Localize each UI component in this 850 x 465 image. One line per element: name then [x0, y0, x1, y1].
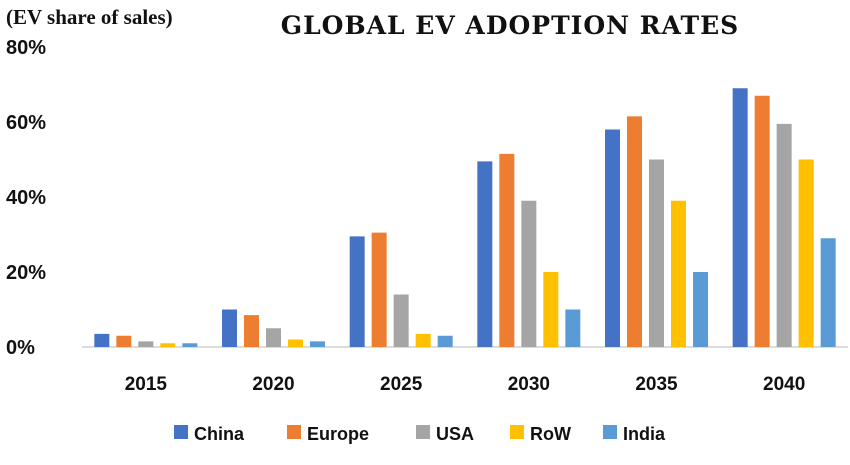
- y-tick-label: 0%: [6, 337, 35, 359]
- y-axis-ticks: 0% 20% 40% 60% 80%: [6, 37, 46, 359]
- legend-swatch-europe: [287, 425, 301, 439]
- bar-usa-2035[interactable]: [649, 159, 664, 348]
- legend-label-europe: Europe: [307, 424, 369, 444]
- bar-row-2030[interactable]: [543, 272, 559, 347]
- x-tick-label: 2020: [252, 374, 294, 395]
- bar-china-2015[interactable]: [94, 333, 110, 347]
- bar-row-2040[interactable]: [798, 159, 814, 348]
- bar-usa-2025[interactable]: [393, 294, 409, 348]
- bar-europe-2020[interactable]: [244, 315, 259, 347]
- bar-india-2040[interactable]: [820, 238, 836, 347]
- bar-europe-2035[interactable]: [627, 116, 642, 347]
- x-tick-label: 2025: [380, 374, 423, 395]
- chart-title: GLOBAL EV ADOPTION RATES: [281, 11, 739, 40]
- bar-china-2025[interactable]: [349, 236, 365, 347]
- bar-usa-2030[interactable]: [521, 200, 537, 347]
- bar-row-2020[interactable]: [288, 339, 303, 348]
- bar-europe-2015[interactable]: [116, 335, 132, 347]
- bar-india-2035[interactable]: [693, 272, 708, 347]
- y-tick-label: 80%: [6, 37, 46, 59]
- y-tick-label: 60%: [6, 112, 46, 134]
- legend-label-usa: USA: [436, 424, 474, 444]
- bar-row-2015[interactable]: [160, 343, 176, 347]
- bar-india-2015[interactable]: [182, 343, 198, 347]
- bar-india-2020[interactable]: [310, 341, 325, 347]
- x-axis-ticks: 2015 2020 2025 2030 2035 2040: [125, 374, 806, 395]
- bar-india-2025[interactable]: [437, 335, 453, 347]
- bar-china-2030[interactable]: [477, 161, 493, 347]
- bar-europe-2040[interactable]: [754, 95, 770, 347]
- bar-usa-2040[interactable]: [776, 123, 792, 347]
- x-tick-label: 2035: [635, 374, 678, 395]
- bar-row-2035[interactable]: [671, 200, 686, 347]
- bar-usa-2015[interactable]: [138, 341, 154, 347]
- bar-row-2025[interactable]: [415, 333, 431, 347]
- bar-china-2035[interactable]: [605, 129, 620, 348]
- y-tick-label: 40%: [6, 187, 46, 209]
- bar-china-2040[interactable]: [732, 88, 748, 347]
- legend-swatch-india: [603, 425, 617, 439]
- x-tick-label: 2015: [125, 374, 168, 395]
- legend: China Europe USA RoW India: [174, 424, 666, 444]
- y-tick-label: 20%: [6, 262, 46, 284]
- legend-label-row: RoW: [530, 424, 571, 444]
- x-tick-label: 2030: [508, 374, 550, 395]
- legend-label-india: India: [623, 424, 666, 444]
- y-axis-label: (EV share of sales): [6, 5, 173, 29]
- bar-india-2030[interactable]: [565, 309, 581, 348]
- legend-swatch-usa: [416, 425, 430, 439]
- bars: [94, 88, 836, 348]
- bar-europe-2025[interactable]: [371, 232, 387, 347]
- legend-swatch-row: [510, 425, 524, 439]
- legend-label-china: China: [194, 424, 245, 444]
- bar-usa-2020[interactable]: [266, 328, 281, 347]
- bar-europe-2030[interactable]: [499, 153, 515, 347]
- bar-china-2020[interactable]: [222, 309, 237, 348]
- legend-swatch-china: [174, 425, 188, 439]
- x-tick-label: 2040: [763, 374, 805, 395]
